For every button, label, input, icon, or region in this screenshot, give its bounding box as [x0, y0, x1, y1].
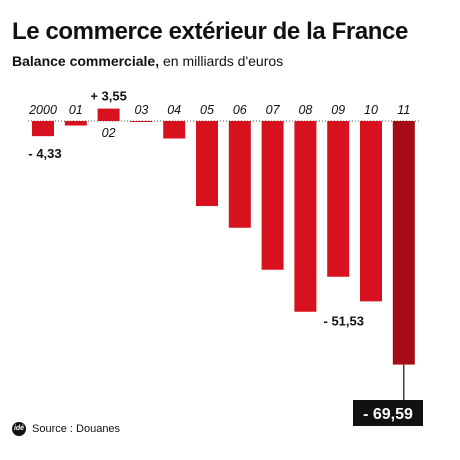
chart-subtitle: Balance commerciale, en milliards d'euro…	[12, 53, 283, 69]
subtitle-bold: Balance commerciale,	[12, 53, 160, 69]
bar-07	[261, 121, 284, 270]
ide-logo-icon: idé	[12, 422, 26, 436]
data-label-2000: - 4,33	[28, 146, 61, 161]
tick-label-05: 05	[200, 103, 214, 117]
bar-09	[327, 121, 350, 277]
bar-05	[196, 121, 218, 207]
bar-02	[97, 108, 120, 121]
tick-label-03: 03	[134, 103, 148, 117]
tick-label-09: 09	[331, 103, 345, 117]
subtitle-rest: en milliards d'euros	[159, 53, 284, 69]
tick-label-04: 04	[167, 103, 181, 117]
bar-04	[163, 121, 186, 139]
tick-label-06: 06	[233, 103, 247, 117]
tick-label-10: 10	[364, 103, 378, 117]
tick-label-01: 01	[69, 103, 83, 117]
data-label-11: - 69,59	[363, 406, 413, 423]
tick-label-2000: 2000	[28, 103, 57, 117]
value-box-11	[353, 400, 423, 426]
bar-06	[228, 121, 251, 228]
bar-03	[130, 121, 153, 122]
tick-label-08: 08	[298, 103, 312, 117]
bar-2000	[32, 121, 54, 137]
data-label-02: + 3,55	[90, 89, 127, 104]
tick-label-02: 02	[102, 126, 116, 140]
tick-label-07: 07	[266, 103, 281, 117]
source-line: idé Source : Douanes	[12, 422, 120, 436]
data-label-10: - 51,53	[324, 313, 364, 328]
chart-title: Le commerce extérieur de la France	[12, 18, 408, 45]
bar-01	[64, 121, 87, 126]
bar-08	[294, 121, 317, 312]
bar-11	[392, 121, 415, 365]
bar-10	[360, 121, 382, 302]
source-text: Source : Douanes	[32, 423, 121, 435]
tick-label-11: 11	[397, 103, 410, 117]
